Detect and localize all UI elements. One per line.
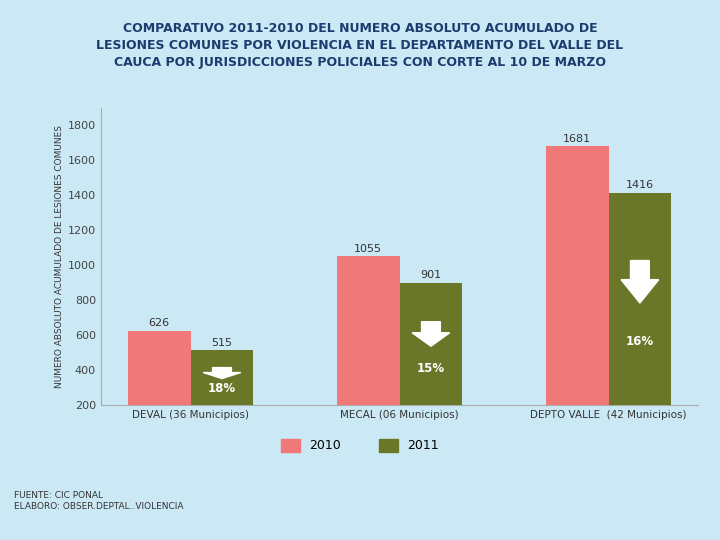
Text: 16%: 16%	[626, 335, 654, 348]
Text: COMPARATIVO 2011-2010 DEL NUMERO ABSOLUTO ACUMULADO DE
LESIONES COMUNES POR VIOL: COMPARATIVO 2011-2010 DEL NUMERO ABSOLUT…	[96, 22, 624, 70]
Bar	[191, 350, 253, 440]
Bar	[128, 330, 191, 440]
Y-axis label: NUMERO ABSOLUTO ACUMULADO DE LESIONES COMUNES: NUMERO ABSOLUTO ACUMULADO DE LESIONES CO…	[55, 125, 63, 388]
Bar	[337, 255, 400, 440]
Bar	[546, 146, 608, 440]
FancyArrow shape	[621, 260, 659, 303]
Text: 1681: 1681	[563, 134, 591, 144]
Bar	[608, 193, 671, 440]
FancyArrow shape	[203, 368, 240, 379]
Text: 626: 626	[149, 319, 170, 328]
Legend: 2010, 2011: 2010, 2011	[276, 434, 444, 457]
FancyArrow shape	[412, 322, 450, 346]
Text: 1416: 1416	[626, 180, 654, 191]
Text: 515: 515	[212, 338, 233, 348]
Text: 901: 901	[420, 271, 441, 280]
Text: 1055: 1055	[354, 244, 382, 254]
Bar	[400, 282, 462, 440]
Text: 18%: 18%	[208, 382, 236, 395]
Text: 15%: 15%	[417, 362, 445, 375]
Text: FUENTE: CIC PONAL
ELABORO: OBSER.DEPTAL..VIOLENCIA: FUENTE: CIC PONAL ELABORO: OBSER.DEPTAL.…	[14, 491, 184, 511]
